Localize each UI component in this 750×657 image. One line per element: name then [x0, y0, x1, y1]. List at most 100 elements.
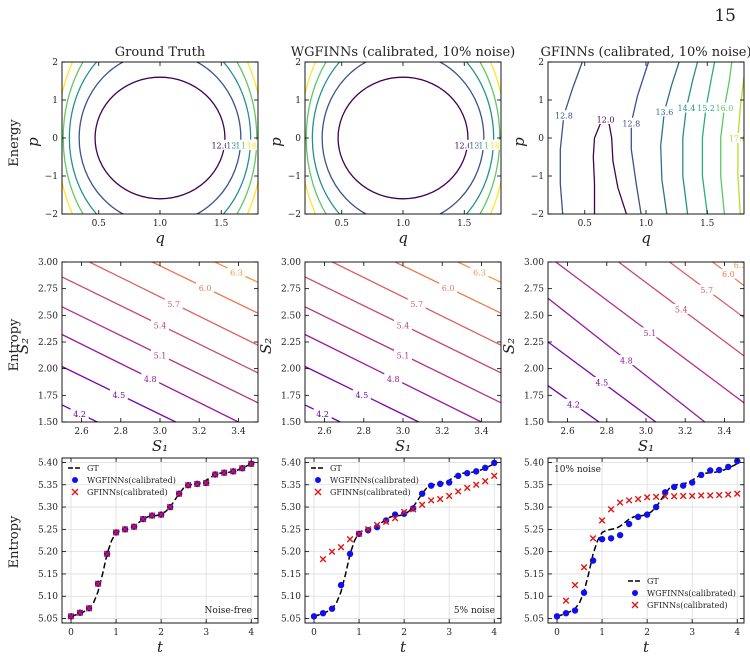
y-tick-label: 2.25	[281, 338, 301, 348]
plot-marks: 4.2 4.5 4.8 5.1 5.4 5.7 6.0 6.3	[305, 262, 501, 422]
gfinns-point	[94, 580, 102, 588]
y-tick-label: 5.40	[38, 458, 58, 468]
x-tick-label: 3.2	[192, 427, 206, 437]
contour-label: 12.0	[211, 141, 229, 150]
contour-label: 18.0	[490, 141, 508, 150]
contour-label: 6.0	[442, 284, 455, 293]
wgfinns-point	[571, 607, 579, 614]
x-tick-label: 2.8	[114, 427, 129, 437]
wgfinns-point	[697, 471, 705, 479]
contour-label-bg	[715, 102, 734, 113]
contour-label-bg	[227, 267, 246, 278]
contour-label-bg	[622, 117, 641, 128]
contour-label-bg	[70, 408, 89, 419]
gfinns-point	[589, 534, 597, 542]
y-tick-label: 5.30	[38, 503, 58, 513]
legend-wgfinns-swatch	[72, 477, 78, 483]
gfinns-point	[382, 518, 390, 526]
y-axis-label: S₂	[257, 338, 275, 354]
y-tick-label: −1	[531, 172, 544, 182]
wgfinns-point	[562, 609, 570, 617]
legend-label: GT	[87, 464, 99, 473]
wgfinns-point	[716, 466, 723, 474]
contour-label-bg	[564, 398, 583, 409]
wgfinns-point	[491, 459, 498, 467]
y-tick-label: 5.25	[281, 525, 301, 535]
panel-title: WGFINNs (calibrated, 10% noise)	[291, 45, 516, 60]
gfinns-point	[427, 497, 435, 504]
gfinns-point	[706, 492, 714, 499]
x-tick-label: 3.4	[474, 427, 489, 437]
wgfinns-point	[436, 480, 444, 488]
y-tick-label: 1.75	[524, 391, 544, 401]
y-tick-label: −2	[531, 210, 544, 220]
y-tick-label: 5.35	[281, 481, 301, 491]
noise-annotation: 5% noise	[454, 606, 495, 616]
contour-label-bg	[164, 298, 183, 309]
x-tick-label: 3	[689, 628, 695, 638]
y-tick-label: 2.75	[281, 285, 301, 295]
contour-label-bg	[640, 327, 659, 338]
contour-label: 5.1	[644, 329, 657, 338]
contour-label-bg	[728, 133, 744, 143]
y-tick-label: 3.00	[38, 258, 58, 268]
contour-label-bg	[211, 139, 230, 150]
plot-frame	[61, 457, 259, 624]
gfinns-point	[679, 492, 687, 500]
x-tick-label: 2.6	[560, 427, 575, 437]
contour-label-bg	[469, 139, 488, 150]
gfinns-point	[166, 503, 174, 511]
legend-gfinns-swatch	[314, 488, 322, 496]
x-tick-label: 2.8	[600, 427, 615, 437]
chart-panel: 4.2 4.5 4.8 5.1 5.4 5.7 6.0 6.3 2.6 2.8 3.0 3.2 3.4 1…	[257, 258, 502, 455]
gfinns-point	[598, 517, 606, 524]
gfinns-point	[391, 514, 399, 522]
gfinns-point	[211, 471, 219, 478]
gfinns-point	[328, 548, 336, 555]
contour-label: 4.5	[355, 391, 368, 400]
contour-label-bg	[109, 389, 128, 400]
x-axis-label: t	[157, 638, 164, 656]
contour-label-bg	[151, 349, 169, 360]
gfinns-point	[319, 555, 327, 563]
x-tick-label: 3.0	[639, 427, 654, 437]
contour-label: 12.0	[454, 141, 472, 150]
plot-marks	[62, 458, 258, 623]
x-axis-label: q	[155, 229, 165, 247]
contour-label-bg	[384, 373, 403, 384]
plot-area	[305, 458, 501, 623]
y-tick-label: 3.00	[281, 258, 301, 268]
wgfinns-point	[625, 520, 633, 528]
y-tick-label: −1	[288, 172, 301, 182]
y-tick-label: 2	[52, 58, 58, 68]
gfinns-point	[688, 492, 696, 500]
gfinns-point	[436, 495, 444, 503]
contour-label-bg	[592, 377, 611, 387]
gfinns-point	[580, 563, 588, 571]
page-number: 15	[714, 6, 736, 26]
contour-label-bg	[655, 106, 674, 117]
wgfinns-point	[670, 483, 678, 491]
y-tick-label: 1.50	[281, 418, 301, 428]
y-tick-label: 2.00	[38, 365, 58, 375]
x-tick-label: 1	[599, 628, 605, 638]
gfinns-point	[229, 468, 237, 475]
panel-title: Ground Truth	[115, 45, 206, 60]
wgfinns-point	[427, 482, 435, 489]
wgfinns-point	[328, 605, 336, 612]
contour-label: 13.5	[469, 141, 487, 150]
noise-annotation: 10% noise	[554, 465, 601, 475]
gfinns-point	[148, 512, 156, 519]
wgfinns-point	[482, 464, 489, 472]
wgfinns-point	[400, 510, 408, 517]
contour-label: 13.5	[226, 141, 244, 150]
y-tick-label: 5.10	[524, 592, 544, 602]
gfinns-point	[409, 505, 417, 513]
contour-label: 6.3	[473, 269, 486, 278]
x-tick-label: 3.0	[396, 427, 411, 437]
y-tick-label: 2.00	[524, 365, 544, 375]
gfinns-point	[472, 481, 480, 489]
contour-label: 4.2	[567, 400, 580, 409]
contour-label: 6.0	[722, 270, 735, 279]
